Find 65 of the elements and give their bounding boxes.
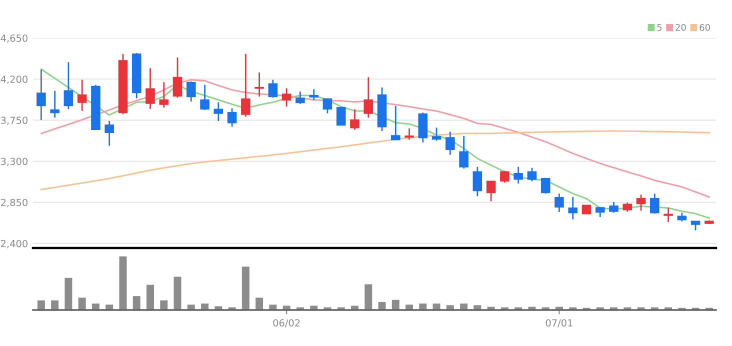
candlestick <box>36 69 46 121</box>
candlestick <box>432 126 442 142</box>
candlestick <box>336 107 346 126</box>
candlestick <box>296 90 305 105</box>
bar <box>364 284 372 310</box>
y-tick-label: 3,300 <box>1 158 28 166</box>
candlestick <box>309 88 318 101</box>
candlestick <box>664 206 673 223</box>
legend-label: 60 <box>700 24 710 31</box>
x-tick-label: 07/01 <box>546 319 572 328</box>
y-tick-label: 2,400 <box>1 240 28 248</box>
candlestick <box>650 192 660 214</box>
candlestick <box>172 56 182 98</box>
bar <box>256 298 264 310</box>
legend-label: 20 <box>676 24 686 31</box>
bar <box>146 284 154 310</box>
candlestick <box>595 206 605 218</box>
candlestick <box>364 76 374 118</box>
candlestick <box>282 88 292 108</box>
candlestick <box>418 112 428 144</box>
candlestick <box>390 105 400 140</box>
line-series <box>40 130 710 190</box>
candlestick <box>254 72 264 98</box>
candlestick <box>472 166 482 197</box>
candlestick <box>322 98 332 114</box>
candlestick <box>268 79 278 98</box>
candlestick <box>540 177 550 194</box>
candlestick <box>404 128 414 140</box>
candlestick <box>159 81 169 108</box>
y-tick-label: 4,650 <box>0 34 28 43</box>
bar <box>78 298 86 310</box>
x-tick-label: 06/02 <box>273 319 300 328</box>
candlestick <box>500 170 510 184</box>
candlestick <box>77 79 87 112</box>
candlestick <box>486 180 496 202</box>
bar <box>132 296 140 310</box>
candlestick <box>64 61 74 110</box>
candlestick <box>350 108 360 130</box>
candlestick <box>514 166 523 184</box>
candlestick <box>227 108 237 128</box>
bar <box>174 276 182 310</box>
bar <box>119 256 127 310</box>
candlestick <box>186 80 196 102</box>
candlestick <box>527 167 537 182</box>
legend-label: 5 <box>657 24 662 31</box>
y-tick-label: 3,750 <box>1 116 28 125</box>
line-series <box>40 68 710 219</box>
candlestick <box>446 130 455 156</box>
candlestick <box>200 84 210 111</box>
y-tick-label: 4,200 <box>0 76 28 84</box>
candlestick <box>241 53 250 118</box>
candlestick <box>459 135 468 170</box>
candlestick <box>50 90 60 118</box>
candlestick <box>622 202 632 212</box>
bar <box>64 278 72 310</box>
y-tick-label: 2,850 <box>1 198 28 208</box>
candlestick <box>146 67 155 110</box>
candlestick <box>214 102 224 122</box>
candlestick <box>690 220 700 232</box>
candlestick <box>609 201 618 214</box>
candlestick <box>554 192 564 213</box>
candlestick <box>636 194 646 212</box>
candlestick <box>104 120 114 146</box>
candlestick <box>568 196 578 220</box>
bar <box>242 266 250 310</box>
